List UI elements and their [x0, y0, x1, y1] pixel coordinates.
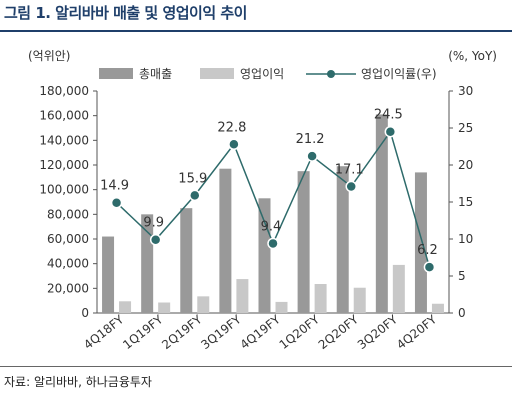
y-tick-label-left: 20,000	[47, 281, 89, 295]
op-profit-bar	[158, 302, 171, 313]
op-profit-bar	[275, 301, 288, 313]
revenue-bar	[336, 166, 349, 313]
right-unit-label: (%, YoY)	[448, 49, 497, 63]
x-tick-label: 1Q19FY	[120, 312, 166, 352]
legend-label-margin: 영업이익률(우)	[361, 67, 437, 81]
source-note: 자료: 알리바바, 하나금융투자	[4, 375, 152, 389]
y-tick-label-right: 25	[458, 121, 473, 135]
legend-swatch-op	[200, 68, 234, 79]
revenue-bar	[102, 236, 115, 313]
y-tick-label-left: 100,000	[39, 183, 89, 197]
y-tick-label-right: 10	[458, 232, 473, 246]
margin-data-label: 9.4	[261, 219, 282, 234]
margin-point	[423, 261, 436, 273]
y-tick-label-left: 160,000	[39, 109, 89, 123]
y-tick-label-right: 30	[458, 84, 473, 98]
revenue-bar	[414, 172, 427, 313]
revenue-bar	[219, 168, 232, 313]
margin-point	[306, 150, 318, 162]
legend-label-op: 영업이익	[240, 67, 284, 81]
op-profit-bar	[236, 279, 249, 313]
revenue-bar	[258, 198, 271, 313]
margin-data-label: 9.9	[143, 216, 164, 231]
margin-point	[228, 138, 240, 151]
revenue-bar	[375, 114, 388, 313]
y-tick-label-left: 120,000	[39, 158, 89, 172]
y-tick-label-left: 180,000	[39, 84, 89, 98]
margin-point	[345, 180, 357, 193]
op-profit-bar	[431, 303, 444, 313]
y-tick-label-right: 20	[458, 158, 473, 172]
margin-point	[110, 196, 123, 209]
op-profit-bar	[119, 301, 132, 313]
source-rule	[0, 366, 512, 367]
op-profit-bar	[392, 264, 405, 313]
y-tick-label-left: 80,000	[47, 207, 89, 221]
margin-data-label: 6.2	[417, 243, 438, 258]
margin-data-label: 14.9	[100, 179, 129, 194]
op-profit-bar	[197, 296, 210, 313]
op-profit-bar	[353, 287, 366, 313]
revenue-bar	[180, 208, 193, 313]
left-unit-label: (억위안)	[28, 49, 70, 63]
margin-data-label: 17.1	[335, 162, 364, 177]
x-tick-label: 3Q20FY	[355, 312, 401, 352]
y-tick-label-left: 40,000	[47, 257, 89, 271]
figure-title: 그림 1. 알리바바 매출 및 영업이익 추이	[4, 4, 247, 22]
margin-point	[384, 125, 397, 138]
x-tick-label: 1Q20FY	[277, 312, 323, 352]
margin-point	[149, 233, 162, 246]
revenue-bar	[297, 171, 310, 313]
y-tick-label-left: 140,000	[39, 133, 89, 147]
margin-point	[189, 189, 201, 202]
x-tick-label: 2Q20FY	[316, 312, 362, 352]
y-tick-label-right: 0	[458, 306, 466, 320]
margin-data-label: 24.5	[374, 108, 403, 123]
y-tick-label-right: 5	[458, 269, 466, 283]
y-tick-label-right: 15	[458, 195, 473, 209]
legend-marker-margin	[327, 70, 335, 78]
margin-data-label: 22.8	[217, 120, 246, 135]
legend-swatch-revenue	[99, 68, 133, 79]
y-tick-label-left: 60,000	[47, 232, 89, 246]
chart: (억위안) (%, YoY) 0 20,000 40,000 60,000 80,000 10…	[28, 49, 497, 352]
legend-label-revenue: 총매출	[139, 67, 172, 81]
margin-data-label: 15.9	[178, 171, 207, 186]
y-tick-label-left: 0	[81, 306, 89, 320]
margin-data-label: 21.2	[296, 132, 325, 147]
x-tick-label: 4Q20FY	[394, 312, 440, 352]
x-tick-label: 2Q19FY	[159, 312, 205, 352]
x-tick-label: 3Q19FY	[198, 312, 244, 352]
x-tick-label: 4Q19FY	[238, 312, 284, 352]
margin-point	[267, 237, 279, 250]
op-profit-bar	[314, 284, 327, 313]
title-rule	[0, 30, 512, 32]
